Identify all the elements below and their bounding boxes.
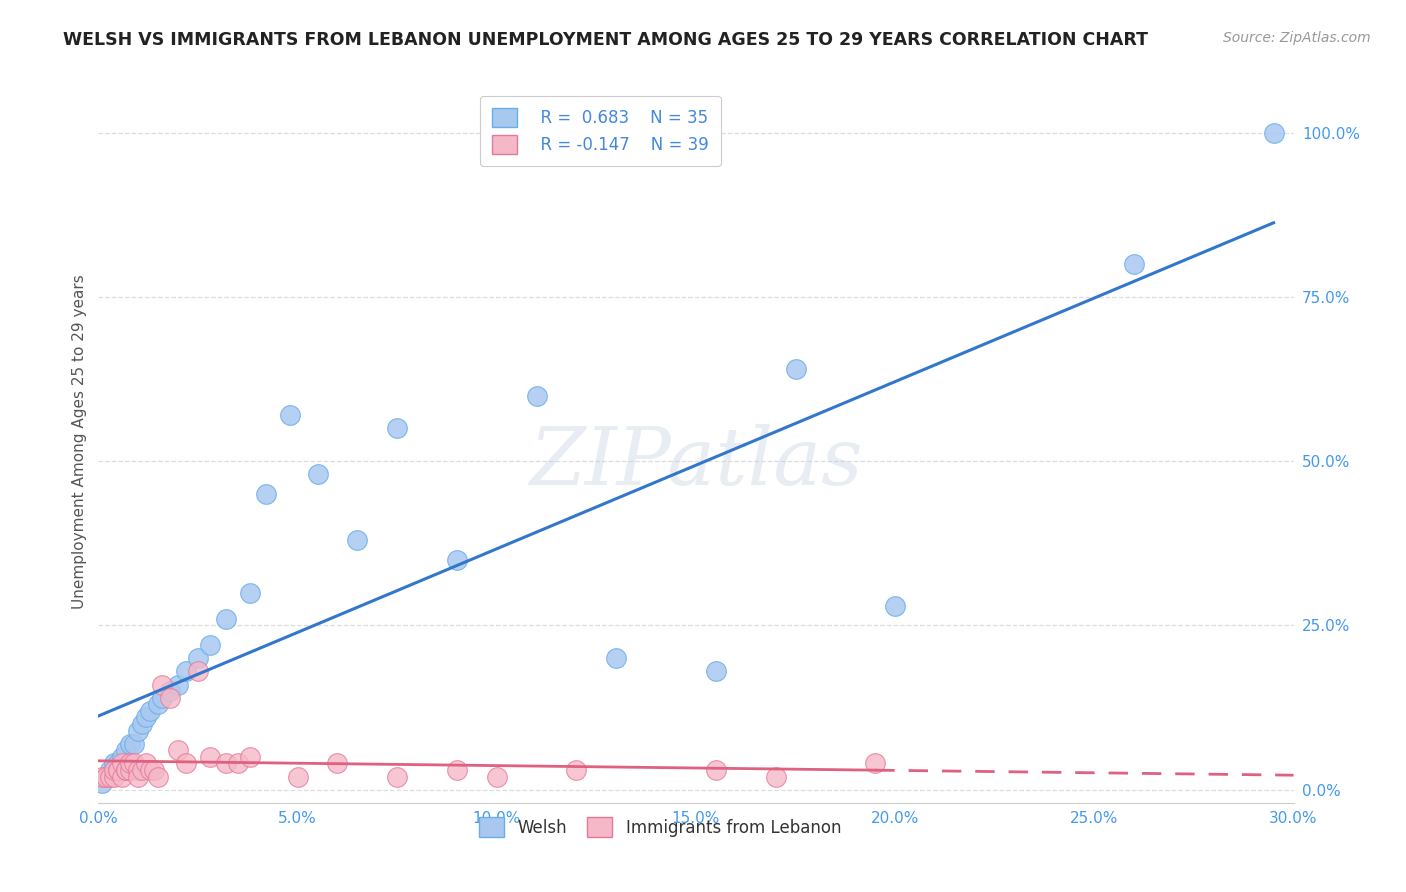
Point: [385, 421, 409, 435]
Point: [198, 749, 221, 764]
Point: [174, 756, 197, 771]
Text: Source: ZipAtlas.com: Source: ZipAtlas.com: [1223, 31, 1371, 45]
Point: [148, 770, 170, 784]
Point: [526, 388, 548, 402]
Point: [111, 756, 134, 771]
Point: [120, 763, 142, 777]
Point: [96, 770, 118, 784]
Point: [111, 749, 134, 764]
Point: [115, 763, 138, 777]
Point: [167, 743, 190, 757]
Point: [446, 763, 468, 777]
Point: [215, 612, 238, 626]
Point: [127, 763, 149, 777]
Point: [239, 749, 262, 764]
Point: [215, 756, 238, 771]
Text: ZIPatlas: ZIPatlas: [529, 425, 863, 502]
Point: [239, 585, 262, 599]
Point: [605, 651, 627, 665]
Point: [107, 763, 129, 777]
Point: [865, 756, 887, 771]
Point: [485, 770, 508, 784]
Point: [127, 723, 149, 738]
Point: [254, 487, 277, 501]
Point: [143, 763, 166, 777]
Point: [704, 763, 727, 777]
Point: [124, 737, 146, 751]
Point: [103, 770, 125, 784]
Point: [278, 409, 301, 423]
Point: [446, 553, 468, 567]
Point: [131, 763, 153, 777]
Point: [107, 763, 129, 777]
Point: [127, 770, 149, 784]
Point: [107, 756, 129, 771]
Point: [139, 763, 162, 777]
Point: [139, 704, 162, 718]
Point: [385, 770, 409, 784]
Point: [115, 763, 138, 777]
Point: [565, 763, 588, 777]
Point: [148, 698, 170, 712]
Point: [96, 770, 118, 784]
Point: [91, 770, 114, 784]
Point: [98, 763, 122, 777]
Point: [1263, 126, 1285, 140]
Legend: Welsh, Immigrants from Lebanon: Welsh, Immigrants from Lebanon: [471, 809, 849, 845]
Text: WELSH VS IMMIGRANTS FROM LEBANON UNEMPLOYMENT AMONG AGES 25 TO 29 YEARS CORRELAT: WELSH VS IMMIGRANTS FROM LEBANON UNEMPLO…: [63, 31, 1149, 49]
Point: [346, 533, 368, 547]
Point: [187, 651, 209, 665]
Point: [159, 684, 181, 698]
Point: [1123, 257, 1146, 271]
Point: [765, 770, 787, 784]
Point: [135, 710, 157, 724]
Point: [124, 756, 146, 771]
Point: [226, 756, 249, 771]
Point: [326, 756, 349, 771]
Point: [91, 776, 114, 790]
Point: [167, 677, 190, 691]
Point: [785, 362, 807, 376]
Point: [131, 717, 153, 731]
Point: [174, 665, 197, 679]
Point: [704, 665, 727, 679]
Point: [115, 743, 138, 757]
Point: [103, 756, 125, 771]
Point: [187, 665, 209, 679]
Point: [103, 763, 125, 777]
Y-axis label: Unemployment Among Ages 25 to 29 years: Unemployment Among Ages 25 to 29 years: [72, 274, 87, 609]
Point: [884, 599, 907, 613]
Point: [120, 756, 142, 771]
Point: [135, 756, 157, 771]
Point: [150, 690, 173, 705]
Point: [150, 677, 173, 691]
Point: [307, 467, 329, 482]
Point: [120, 737, 142, 751]
Point: [287, 770, 309, 784]
Point: [198, 638, 221, 652]
Point: [159, 690, 181, 705]
Point: [111, 770, 134, 784]
Point: [98, 770, 122, 784]
